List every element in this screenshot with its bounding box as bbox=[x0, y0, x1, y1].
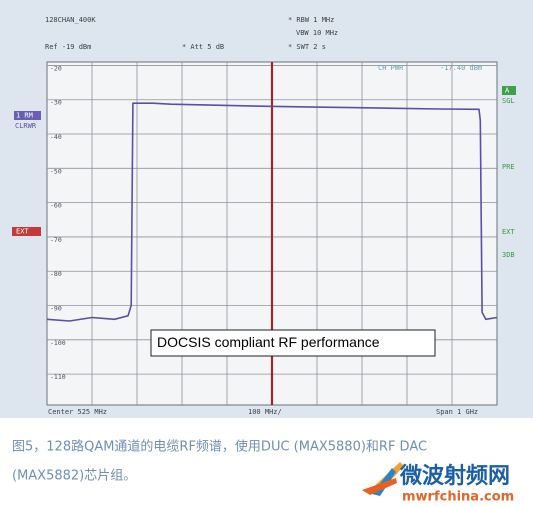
right-label: A bbox=[505, 87, 510, 95]
left-label: EXT bbox=[16, 228, 29, 236]
trace-a-badge bbox=[502, 86, 516, 95]
right-label: SGL bbox=[502, 97, 515, 105]
marker-label: CH PWR bbox=[378, 64, 404, 72]
y-tick-label: -50 bbox=[50, 167, 62, 175]
y-tick-label: -80 bbox=[50, 270, 62, 278]
plot bbox=[46, 102, 498, 322]
y-tick-label: -60 bbox=[50, 202, 62, 210]
logo-icon bbox=[362, 462, 404, 496]
header-text: VBW 10 MHz bbox=[296, 29, 338, 37]
y-tick-label: -100 bbox=[50, 339, 66, 347]
y-tick-label: -110 bbox=[50, 373, 66, 381]
y-tick-label: -90 bbox=[50, 305, 62, 313]
footer-text: Center 525 MHz bbox=[48, 408, 107, 416]
caption: (MAX5882)芯片组。 bbox=[12, 469, 136, 484]
left-label: 1 RM bbox=[16, 112, 33, 120]
logo-text: 微波射频网 bbox=[399, 463, 510, 489]
header-text: 128CHAN_400K bbox=[45, 16, 96, 24]
y-tick-label: -40 bbox=[50, 133, 62, 141]
trace bbox=[46, 102, 498, 322]
footer-text: Span 1 GHz bbox=[436, 408, 478, 416]
y-tick-label: -70 bbox=[50, 236, 62, 244]
header-text: * RBW 1 MHz bbox=[288, 16, 334, 24]
ext-badge bbox=[12, 227, 41, 236]
annotation: DOCSIS compliant RF performance bbox=[157, 334, 380, 350]
trace-badge bbox=[14, 111, 41, 120]
right-label: PRE bbox=[502, 163, 515, 171]
right-label: EXT bbox=[502, 228, 515, 236]
logo-url: mwrfchina.com bbox=[402, 490, 514, 505]
header-text: * Att 5 dB bbox=[182, 43, 224, 51]
caption: 图5，128路QAM通道的电缆RF频谱，使用DUC (MAX5880)和RF D… bbox=[12, 439, 427, 455]
marker-value: -17.40 dBm bbox=[440, 64, 482, 72]
y-tick-label: -30 bbox=[50, 99, 62, 107]
left-label: CLRWR bbox=[15, 122, 37, 130]
right-label: 3DB bbox=[502, 251, 515, 259]
header-text: * SWT 2 s bbox=[288, 43, 326, 51]
y-tick-label: -20 bbox=[50, 64, 62, 72]
annotation-box bbox=[150, 329, 436, 357]
header-text: Ref -19 dBm bbox=[45, 43, 91, 51]
footer-text: 100 MHz/ bbox=[248, 408, 282, 416]
